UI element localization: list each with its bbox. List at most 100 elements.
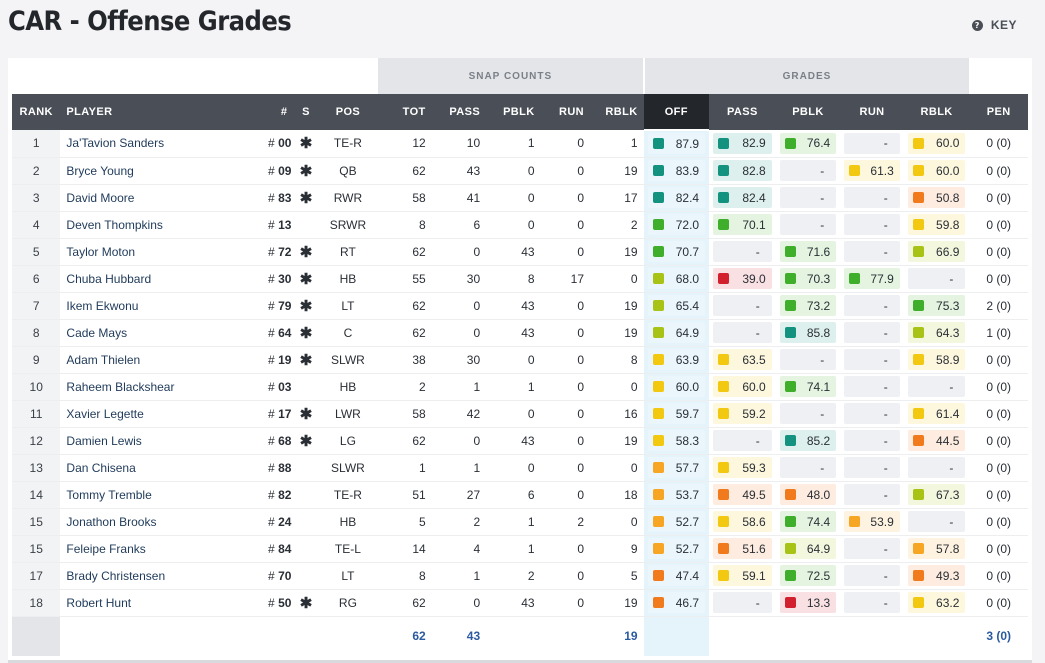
grade-cell-run: -: [840, 427, 904, 455]
jersey-number-cell: # 72: [231, 238, 294, 266]
col-snaps-total[interactable]: TOT: [377, 94, 432, 130]
grade-empty: -: [779, 403, 837, 424]
player-name-link[interactable]: David Moore: [60, 184, 232, 212]
penalties-cell: 0 (0): [969, 562, 1028, 590]
col-snaps-rblk[interactable]: RBLK: [590, 94, 644, 130]
jersey-hash: #: [268, 271, 275, 286]
grade-cell-rblk: 64.3: [903, 319, 970, 347]
table-row[interactable]: 15 Feleipe Franks # 84 TE-L 14 4 1 0 9 52.7 51.6 64…: [12, 535, 1028, 563]
table-row[interactable]: 2 Bryce Young # 09 ✱ QB 62 43 0 0 19 83.9 82.8-61.3…: [12, 157, 1028, 185]
grade-value: 71.6: [806, 244, 831, 259]
col-grade-offense[interactable]: OFF: [643, 94, 710, 131]
player-name-link[interactable]: Feleipe Franks: [60, 535, 232, 563]
table-row[interactable]: 17 Brady Christensen # 70 LT 8 1 2 0 5 47.4 59.1 72…: [12, 562, 1028, 590]
player-name-link[interactable]: Cade Mays: [60, 319, 232, 347]
player-name-link[interactable]: Chuba Hubbard: [60, 265, 232, 293]
player-name-link[interactable]: Brady Christensen: [60, 562, 232, 590]
jersey-hash: #: [268, 379, 275, 394]
starter-cell: ✱: [293, 157, 319, 185]
table-row[interactable]: 7 Ikem Ekwonu # 79 ✱ LT 62 0 43 0 19 65.4-73.2-75.…: [12, 292, 1028, 320]
starter-cell: [293, 535, 319, 563]
starter-cell: [293, 481, 319, 509]
snap-count-pblk: 8: [486, 265, 541, 293]
col-snaps-pblk[interactable]: PBLK: [486, 94, 541, 130]
grade-color-square-icon: [912, 435, 924, 446]
grade-value: -: [820, 217, 825, 232]
grade-value: 50.8: [936, 190, 960, 205]
snap-count-tot: 1: [377, 454, 432, 482]
col-snaps-run[interactable]: RUN: [540, 94, 591, 130]
table-row[interactable]: 4 Deven Thompkins # 13 SRWR 8 6 0 0 2 72.0 70.1- -5…: [12, 211, 1028, 239]
grade-empty: -: [779, 349, 837, 370]
player-name-link[interactable]: Ja'Tavion Sanders: [60, 130, 232, 158]
table-row[interactable]: 18 Robert Hunt # 50 ✱ RG 62 0 43 0 19 46.7-13.3-63…: [12, 589, 1028, 617]
grade-value: 59.3: [742, 460, 766, 475]
table-row[interactable]: 6 Chuba Hubbard # 30 ✱ HB 55 30 8 17 0 68.0 39.0 70.…: [12, 265, 1028, 293]
snap-count-tot: 62: [377, 238, 432, 266]
starter-cell: ✱: [293, 130, 319, 158]
col-grade-run[interactable]: RUN: [840, 94, 904, 130]
table-row[interactable]: 8 Cade Mays # 64 ✱ C 62 0 43 0 19 64.9-85.8-64.3 1 …: [12, 319, 1028, 347]
player-name-link[interactable]: Robert Hunt: [60, 589, 232, 617]
grade-cell-pass: 49.5: [709, 481, 776, 509]
col-player[interactable]: PLAYER: [60, 94, 232, 130]
position-cell: HB: [318, 508, 378, 536]
col-grade-rblk[interactable]: RBLK: [903, 94, 970, 130]
player-name-link[interactable]: Deven Thompkins: [60, 211, 232, 239]
grade-color-square-icon: [718, 354, 730, 365]
table-row[interactable]: 1 Ja'Tavion Sanders # 00 ✱ TE-R 12 10 1 0 1 87.9 82…: [12, 130, 1028, 158]
key-button[interactable]: ? KEY: [971, 18, 1017, 32]
player-name-link[interactable]: Adam Thielen: [60, 346, 232, 374]
player-name-link[interactable]: Damien Lewis: [60, 427, 232, 455]
grade-value: -: [883, 190, 888, 205]
player-name-link[interactable]: Dan Chisena: [60, 454, 232, 482]
snap-count-tot: 14: [377, 535, 432, 563]
table-row[interactable]: 13 Dan Chisena # 88 SLWR 1 1 0 0 0 57.7 59.3- - -0 (…: [12, 454, 1028, 482]
grade-cell-pblk: -: [775, 211, 841, 239]
table-row[interactable]: 3 David Moore # 83 ✱ RWR 58 41 0 0 17 82.4 82.4- -50…: [12, 184, 1028, 212]
grade-color-square-icon: [718, 408, 730, 419]
starter-asterisk-icon: ✱: [299, 405, 313, 423]
col-number[interactable]: #: [231, 94, 294, 130]
player-name-link[interactable]: Taylor Moton: [60, 238, 232, 266]
grade-color-square-icon: [912, 408, 924, 419]
table-row[interactable]: 11 Xavier Legette # 17 ✱ LWR 58 42 0 0 16 59.7 59.2…: [12, 400, 1028, 428]
table-row[interactable]: 15 Jonathon Brooks # 24 HB 5 2 1 2 0 52.7 58.6 74.4…: [12, 508, 1028, 536]
grade-cell-off: 59.7: [643, 400, 710, 428]
player-name-link[interactable]: Bryce Young: [60, 157, 232, 185]
snap-count-pblk: 1: [486, 373, 541, 401]
col-rank[interactable]: RANK: [12, 94, 61, 130]
col-snaps-pass[interactable]: PASS: [431, 94, 487, 130]
snap-count-pblk: 2: [486, 562, 541, 590]
player-name-link[interactable]: Xavier Legette: [60, 400, 232, 428]
col-penalties[interactable]: PEN: [969, 94, 1028, 130]
grade-badge: 74.4: [779, 511, 837, 532]
snap-count-run: 17: [540, 265, 591, 293]
player-name-link[interactable]: Tommy Tremble: [60, 481, 232, 509]
starter-cell: ✱: [293, 427, 319, 455]
grade-cell-off: 72.0: [643, 211, 710, 239]
player-name-link[interactable]: Raheem Blackshear: [60, 373, 232, 401]
snap-count-pass: 0: [431, 292, 487, 320]
snap-count-tot: 8: [377, 211, 432, 239]
table-row[interactable]: 5 Taylor Moton # 72 ✱ RT 62 0 43 0 19 70.7-71.6-66…: [12, 238, 1028, 266]
player-name-link[interactable]: Ikem Ekwonu: [60, 292, 232, 320]
col-starter[interactable]: S: [293, 94, 319, 130]
table-row[interactable]: 9 Adam Thielen # 19 ✱ SLWR 38 30 0 0 8 63.9 63.5- -5…: [12, 346, 1028, 374]
table-row[interactable]: 14 Tommy Tremble # 82 TE-R 51 27 6 0 18 53.7 49.5 4…: [12, 481, 1028, 509]
table-row[interactable]: 12 Damien Lewis # 68 ✱ LG 62 0 43 0 19 58.3-85.2-4…: [12, 427, 1028, 455]
total-penalties: 3 (0): [969, 615, 1028, 656]
grade-badge: 58.9: [907, 349, 966, 370]
player-name-link[interactable]: Jonathon Brooks: [60, 508, 232, 536]
grade-color-square-icon: [912, 489, 924, 500]
penalties-cell: 0 (0): [969, 508, 1028, 536]
col-grade-pblk[interactable]: PBLK: [775, 94, 841, 130]
position-cell: TE-R: [318, 481, 378, 509]
grade-badge: 65.4: [647, 295, 706, 316]
snap-count-rblk: 19: [590, 589, 644, 617]
grade-color-square-icon: [784, 516, 796, 527]
jersey-number-cell: # 13: [231, 211, 294, 239]
table-row[interactable]: 10 Raheem Blackshear # 03 HB 2 1 1 0 0 60.0 60.0 74…: [12, 373, 1028, 401]
col-position[interactable]: POS: [318, 94, 378, 130]
col-grade-pass[interactable]: PASS: [709, 94, 776, 130]
